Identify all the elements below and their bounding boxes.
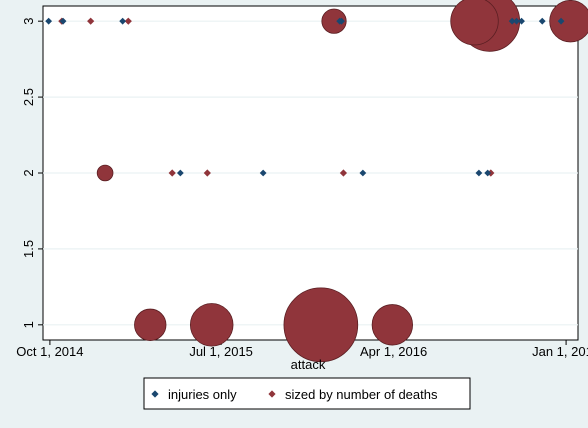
injury-marker	[475, 169, 483, 177]
x-tick-label: Apr 1, 2016	[360, 344, 427, 359]
death-marker	[203, 169, 211, 177]
injury-marker	[359, 169, 367, 177]
death-circle	[321, 8, 347, 34]
death-marker	[339, 169, 348, 177]
y-tick-label: 1.5	[21, 240, 36, 258]
legend-label-sized-by-deaths: sized by number of deaths	[285, 387, 438, 402]
injury-marker	[518, 17, 525, 25]
legend-label-injuries-only: injuries only	[168, 387, 237, 402]
injury-marker	[119, 17, 127, 25]
x-tick-label: Oct 1, 2014	[16, 344, 83, 359]
injury-marker	[557, 17, 565, 25]
injury-marker	[176, 169, 184, 177]
y-tick-label: 1	[21, 321, 36, 328]
death-marker	[87, 17, 95, 25]
y-axis: 1 1.5 2 2.5 3	[21, 18, 43, 328]
death-circle	[371, 304, 414, 346]
injury-marker	[45, 17, 53, 25]
death-marker	[124, 17, 132, 25]
injury-marker	[338, 17, 345, 25]
legend-box	[143, 377, 471, 410]
injury-marker	[538, 17, 546, 25]
death-circle	[96, 164, 114, 182]
injury-marker	[484, 169, 492, 177]
injury-marker	[59, 17, 67, 25]
death-circle	[189, 303, 234, 347]
death-circle	[134, 308, 167, 341]
data-marks	[45, 0, 588, 363]
x-tick-label: Jul 1, 2015	[189, 344, 253, 359]
x-tick-label: Jan 1, 2017	[532, 344, 588, 359]
x-axis: Oct 1, 2014 Jul 1, 2015 Apr 1, 2016 Jan 1, …	[16, 340, 588, 359]
injury-marker	[508, 17, 516, 25]
death-circle	[549, 0, 588, 43]
injury-marker	[259, 169, 267, 177]
y-tick-label: 3	[21, 18, 36, 25]
legend-marker-sized-by-deaths	[268, 390, 276, 398]
y-tick-label: 2	[21, 169, 36, 176]
legend: injuries only sized by number of deaths	[143, 377, 471, 410]
legend-marker-injuries-only	[151, 390, 159, 398]
death-circle	[450, 0, 499, 46]
death-circle	[283, 287, 359, 363]
death-marker	[168, 169, 176, 177]
x-axis-title: attack	[291, 357, 326, 372]
injury-marker	[513, 17, 520, 25]
y-tick-label: 2.5	[21, 88, 36, 106]
